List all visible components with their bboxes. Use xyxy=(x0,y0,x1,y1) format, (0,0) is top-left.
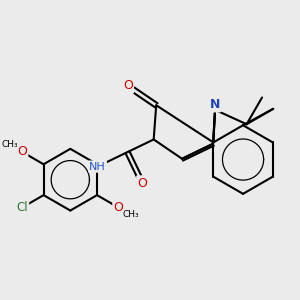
Text: Cl: Cl xyxy=(16,201,28,214)
Text: NH: NH xyxy=(89,162,106,172)
Text: CH₃: CH₃ xyxy=(123,210,140,219)
Text: O: O xyxy=(113,201,123,214)
Text: CH₃: CH₃ xyxy=(1,140,18,149)
Text: N: N xyxy=(210,98,220,111)
Text: O: O xyxy=(137,176,147,190)
Text: O: O xyxy=(123,80,133,92)
Text: O: O xyxy=(17,146,27,158)
